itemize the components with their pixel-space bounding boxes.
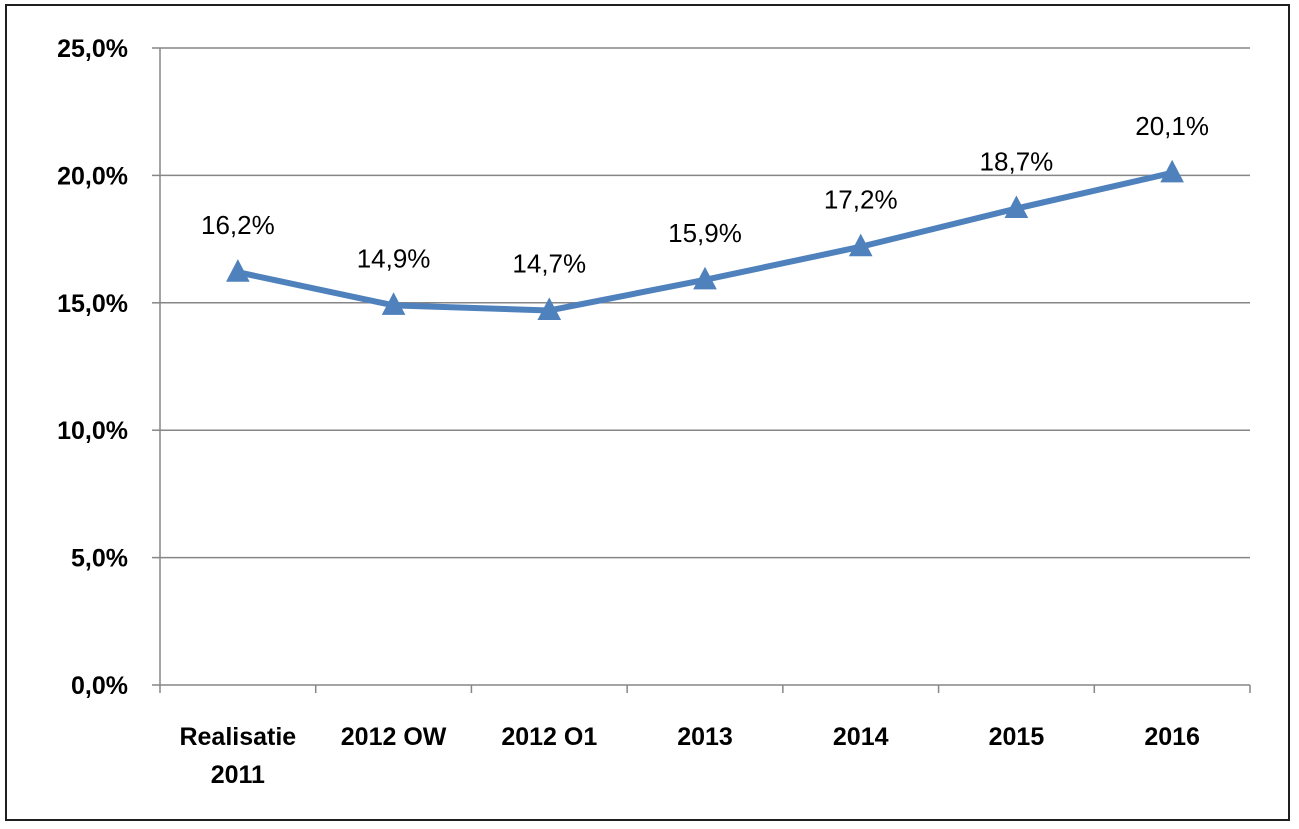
data-point-marker [537,297,562,320]
x-tick-labels: Realisatie 2011 2012 OW 2012 O1 2013 2014 2015… [179,723,1199,789]
y-tick-label: 5,0% [71,545,128,573]
data-label: 18,7% [980,147,1054,177]
axes [152,47,1251,693]
gridlines [160,47,1250,559]
y-tick-label: 25,0% [57,35,128,63]
data-point-marker [226,259,250,282]
x-tick-label: 2013 [677,723,733,751]
x-tick-label: 2012 O1 [501,723,597,751]
series-markers [226,159,1184,320]
data-label: 14,7% [512,248,586,278]
data-label: 17,2% [824,185,898,215]
data-labels: 16,2% 14,9% 14,7% 15,9% 17,2% 18,7% 20,1% [201,111,1209,279]
y-tick-label: 15,0% [57,290,128,318]
data-label: 14,9% [357,243,431,273]
data-point-marker [848,233,873,257]
data-label: 16,2% [201,210,275,240]
x-tick-label: 2015 [989,723,1045,751]
y-tick-label: 10,0% [57,417,128,445]
data-point-marker [1160,159,1184,183]
data-point-marker [381,292,406,315]
y-tick-labels: 0,0% 5,0% 10,0% 15,0% 20,0% 25,0% [57,35,128,700]
y-tick-label: 20,0% [57,162,128,190]
data-point-marker [1004,195,1029,219]
data-label: 20,1% [1135,111,1209,141]
data-label: 15,9% [668,218,742,248]
x-tick-label: 2014 [833,723,889,751]
data-point-marker [693,266,717,290]
y-tick-label: 0,0% [71,672,128,700]
x-tick-label: 2016 [1144,723,1200,751]
x-tick-label: 2012 OW [341,723,447,751]
x-tick-label: Realisatie 2011 [179,723,296,789]
